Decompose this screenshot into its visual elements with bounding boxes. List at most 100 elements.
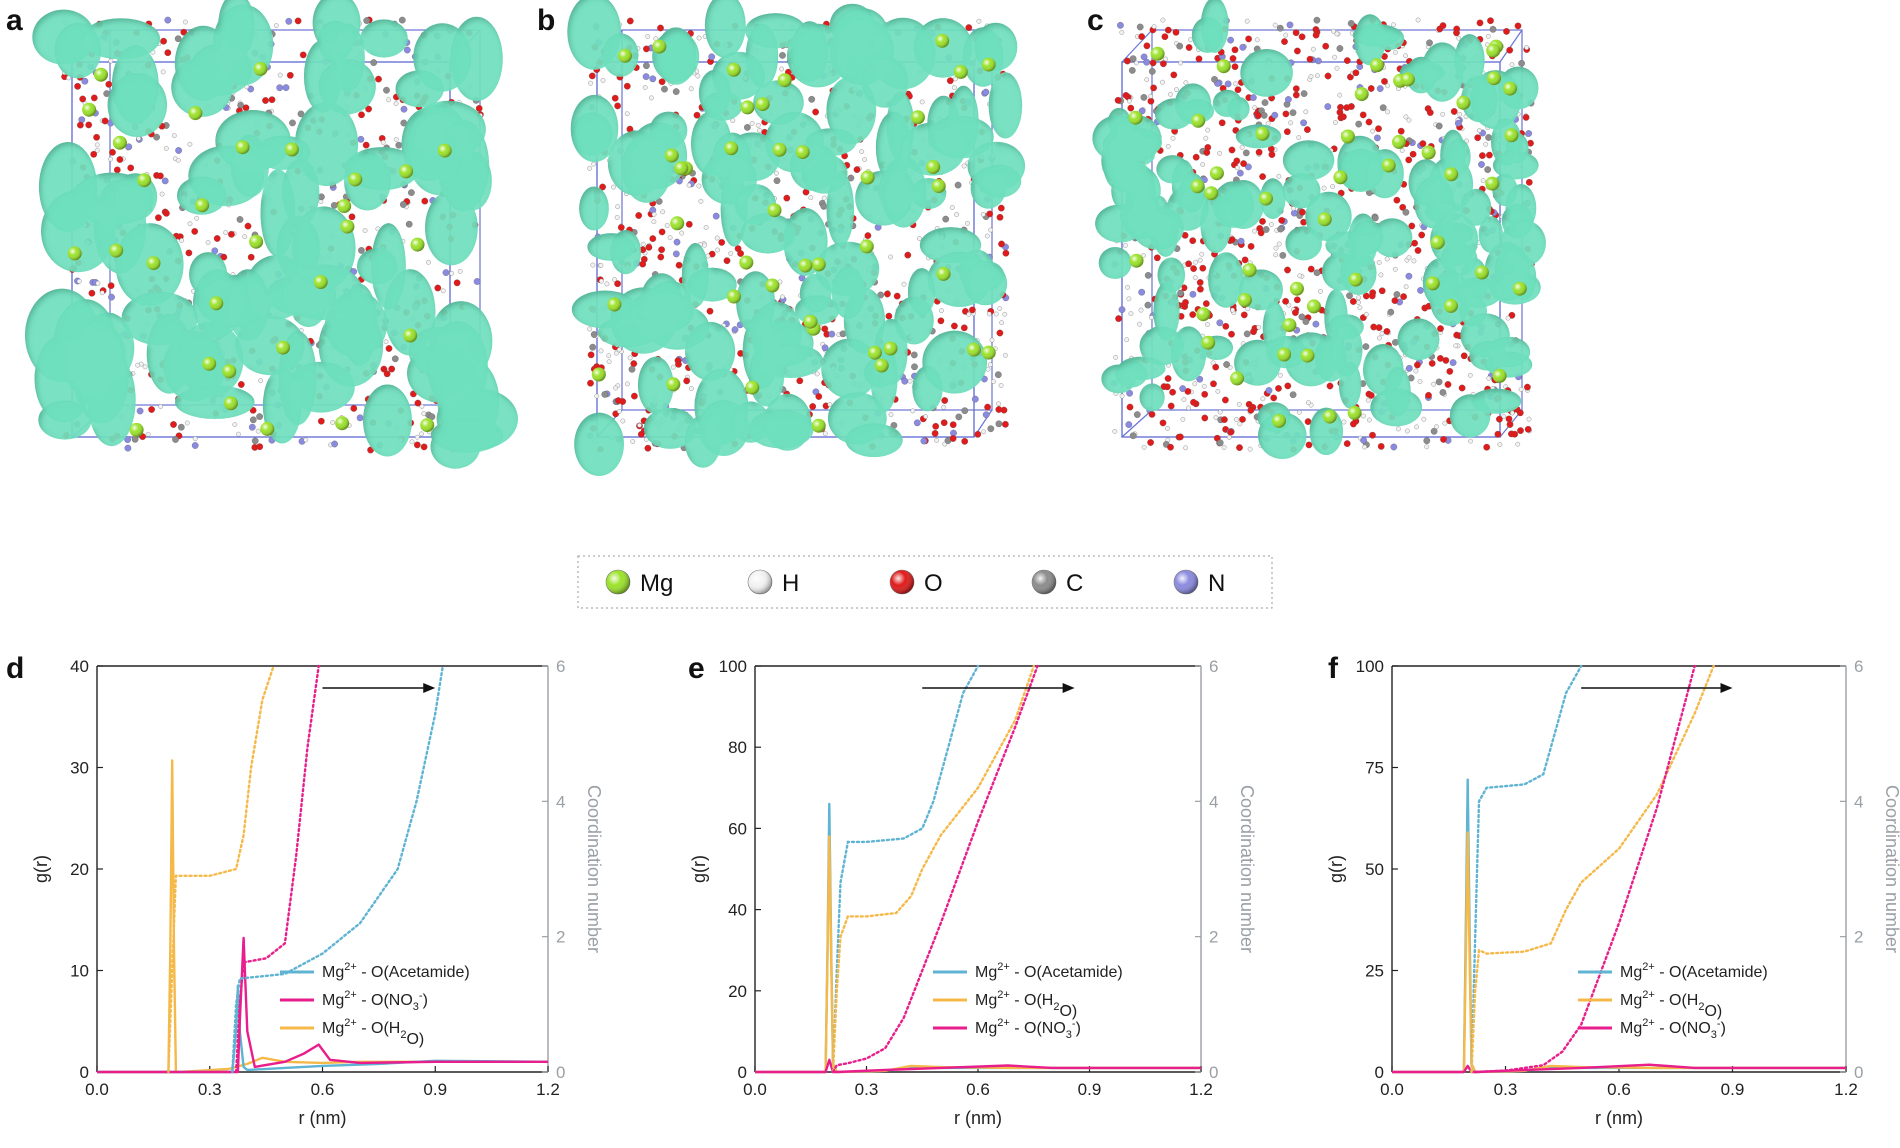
atom-O — [79, 95, 87, 103]
isosurface-blob — [1282, 140, 1335, 181]
isosurface-blob — [1445, 138, 1471, 176]
atom-H — [1178, 60, 1183, 66]
atom-O — [93, 133, 100, 141]
atom-highlight — [1333, 170, 1348, 185]
atom-H — [1306, 400, 1311, 405]
atom-C — [1216, 439, 1224, 447]
atom-H — [1321, 185, 1327, 191]
isosurface-blob — [652, 30, 700, 83]
atom-legend-item-C: C — [1031, 569, 1083, 597]
atom-O — [1349, 298, 1357, 305]
atom-O — [1483, 443, 1491, 451]
atom-O — [1115, 315, 1122, 322]
atom-C — [987, 425, 995, 433]
atom-H — [1403, 53, 1408, 59]
atom-C — [877, 291, 885, 299]
isosurface-blob — [107, 73, 168, 137]
atom-highlight — [664, 148, 679, 163]
atom-N — [1454, 119, 1462, 127]
atom-O — [1425, 391, 1432, 399]
atom-H — [95, 280, 101, 286]
atom-highlight — [1230, 371, 1245, 386]
x-tick-label: 0.3 — [855, 1080, 879, 1099]
atom-H — [1385, 83, 1390, 89]
atom-highlight — [1196, 307, 1211, 322]
atom-H — [888, 412, 894, 417]
atom-O — [350, 405, 358, 412]
atom-highlight — [1492, 368, 1507, 383]
atom-O — [588, 72, 596, 80]
atom-O — [1524, 425, 1532, 433]
atom-N — [642, 73, 650, 80]
isosurface-blob — [1328, 314, 1364, 340]
atom-O — [1306, 55, 1314, 63]
atom-N — [913, 419, 921, 427]
snapshot-panels: a b c — [6, 0, 1547, 476]
atom-O — [1201, 390, 1209, 398]
atom-C — [1242, 149, 1250, 157]
atom-O — [1163, 383, 1171, 391]
atom-O — [1428, 360, 1436, 367]
atom-C — [744, 124, 751, 131]
atom-N — [282, 84, 290, 91]
atom-O — [611, 94, 619, 102]
x-tick-label: 0.3 — [198, 1080, 222, 1099]
atom-H — [380, 139, 386, 145]
atom-O — [1247, 406, 1255, 414]
atom-H — [670, 364, 676, 370]
isosurface-blob — [913, 18, 973, 78]
isosurface-blob — [870, 342, 898, 413]
atom-H — [976, 18, 982, 24]
atom-H — [1296, 135, 1302, 140]
atom-O — [614, 280, 621, 288]
atom-H — [1308, 74, 1314, 79]
atom-O — [249, 406, 257, 414]
isosurface-blob — [1460, 188, 1492, 226]
atom-H — [1260, 396, 1266, 402]
atom-H — [998, 383, 1004, 388]
atom-O — [643, 45, 650, 53]
atom-H — [993, 311, 999, 317]
atom-O — [1240, 311, 1248, 319]
atom-N — [1245, 163, 1252, 171]
isosurface-blob — [226, 269, 270, 341]
isosurface-blob — [826, 76, 877, 145]
atom-O — [1164, 375, 1172, 382]
atom-highlight — [1485, 176, 1500, 191]
atom-highlight — [1277, 347, 1292, 362]
atom-C — [172, 436, 179, 443]
atom-O — [1305, 441, 1313, 449]
panel-label: a — [6, 4, 23, 37]
atom-H — [664, 223, 670, 228]
atom-H — [1332, 54, 1338, 60]
atom-H — [108, 156, 113, 162]
atom-O — [1283, 128, 1291, 136]
atom-O — [1409, 150, 1417, 158]
atom-H — [1417, 379, 1423, 384]
atom-H — [984, 233, 990, 239]
x-tick-label: 0.6 — [966, 1080, 990, 1099]
atom-O — [796, 377, 804, 385]
atom-H — [1486, 375, 1492, 381]
atom-O — [420, 443, 428, 451]
atom-highlight — [1190, 179, 1205, 194]
atom-O — [1511, 430, 1519, 438]
atom-highlight — [803, 314, 818, 329]
atom-O — [1350, 420, 1357, 428]
isosurface-blob — [977, 164, 1022, 198]
atom-highlight — [1255, 126, 1270, 141]
atom-N — [1224, 80, 1232, 88]
rdf-line-water — [97, 759, 548, 1074]
atom-C — [1484, 166, 1492, 173]
y-tick-label: 20 — [728, 982, 747, 1001]
atom-H — [383, 339, 389, 345]
atom-C — [1277, 225, 1284, 233]
atom-H — [1483, 141, 1489, 147]
atom-O — [453, 279, 461, 287]
atom-H — [614, 350, 619, 356]
atom-highlight — [1400, 72, 1415, 87]
atom-highlight — [798, 258, 813, 273]
atom-H — [187, 221, 193, 227]
isosurface-blob — [163, 331, 226, 402]
y-tick-label: 40 — [728, 901, 747, 920]
